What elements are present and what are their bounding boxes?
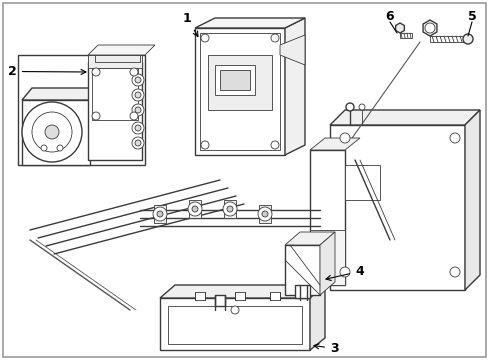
Polygon shape: [399, 33, 411, 38]
Circle shape: [258, 207, 271, 221]
Circle shape: [135, 92, 141, 98]
Polygon shape: [220, 70, 249, 90]
Circle shape: [22, 102, 82, 162]
Polygon shape: [215, 65, 254, 95]
Text: 4: 4: [325, 265, 363, 280]
Polygon shape: [18, 55, 145, 165]
Circle shape: [135, 77, 141, 83]
Text: 3: 3: [313, 342, 338, 355]
Circle shape: [262, 211, 267, 217]
Polygon shape: [95, 55, 140, 62]
Circle shape: [41, 145, 47, 151]
Circle shape: [153, 207, 167, 221]
Polygon shape: [285, 18, 305, 155]
Polygon shape: [329, 125, 464, 290]
Circle shape: [201, 141, 208, 149]
Polygon shape: [215, 295, 224, 306]
Polygon shape: [235, 292, 244, 300]
Circle shape: [346, 103, 353, 111]
Polygon shape: [309, 230, 345, 285]
Circle shape: [132, 122, 143, 134]
Polygon shape: [422, 20, 436, 36]
Polygon shape: [88, 45, 155, 55]
Polygon shape: [329, 110, 479, 125]
Circle shape: [132, 104, 143, 116]
Polygon shape: [200, 33, 280, 150]
Circle shape: [462, 34, 472, 44]
Circle shape: [130, 112, 138, 120]
Circle shape: [92, 112, 100, 120]
Circle shape: [201, 34, 208, 42]
Circle shape: [132, 137, 143, 149]
Circle shape: [57, 145, 63, 151]
Polygon shape: [160, 298, 309, 350]
Polygon shape: [22, 100, 90, 165]
Circle shape: [92, 68, 100, 76]
Polygon shape: [195, 18, 305, 28]
Polygon shape: [160, 285, 325, 298]
Polygon shape: [309, 138, 359, 150]
Circle shape: [132, 74, 143, 86]
Polygon shape: [195, 28, 285, 155]
Polygon shape: [189, 200, 201, 218]
Circle shape: [449, 267, 459, 277]
Polygon shape: [294, 285, 309, 298]
Circle shape: [339, 267, 349, 277]
Circle shape: [192, 206, 198, 212]
Polygon shape: [429, 36, 464, 42]
Polygon shape: [92, 68, 138, 120]
Polygon shape: [285, 245, 319, 295]
Polygon shape: [224, 200, 236, 218]
Circle shape: [132, 89, 143, 101]
Circle shape: [223, 202, 237, 216]
Circle shape: [270, 141, 279, 149]
Circle shape: [157, 211, 163, 217]
Circle shape: [270, 34, 279, 42]
Polygon shape: [207, 55, 271, 110]
Circle shape: [135, 140, 141, 146]
Polygon shape: [319, 232, 334, 295]
Circle shape: [226, 206, 232, 212]
Polygon shape: [345, 165, 379, 200]
Polygon shape: [280, 35, 305, 65]
Circle shape: [32, 112, 72, 152]
Polygon shape: [464, 110, 479, 290]
Polygon shape: [269, 292, 280, 300]
Text: 2: 2: [8, 65, 86, 78]
Text: 5: 5: [467, 10, 475, 23]
Circle shape: [449, 133, 459, 143]
Circle shape: [187, 202, 202, 216]
Circle shape: [339, 133, 349, 143]
Polygon shape: [195, 292, 204, 300]
Polygon shape: [259, 205, 270, 223]
Text: 1: 1: [183, 12, 198, 36]
Text: 6: 6: [385, 10, 393, 23]
Polygon shape: [168, 306, 302, 344]
Circle shape: [358, 104, 364, 110]
Polygon shape: [154, 205, 165, 223]
Circle shape: [130, 68, 138, 76]
Polygon shape: [309, 150, 345, 285]
Circle shape: [424, 23, 434, 33]
Polygon shape: [395, 23, 404, 33]
Polygon shape: [88, 62, 142, 160]
Circle shape: [230, 306, 239, 314]
Circle shape: [135, 125, 141, 131]
Polygon shape: [285, 232, 334, 245]
Polygon shape: [88, 55, 142, 68]
Circle shape: [135, 107, 141, 113]
Circle shape: [45, 125, 59, 139]
Polygon shape: [309, 285, 325, 350]
Polygon shape: [22, 88, 100, 100]
